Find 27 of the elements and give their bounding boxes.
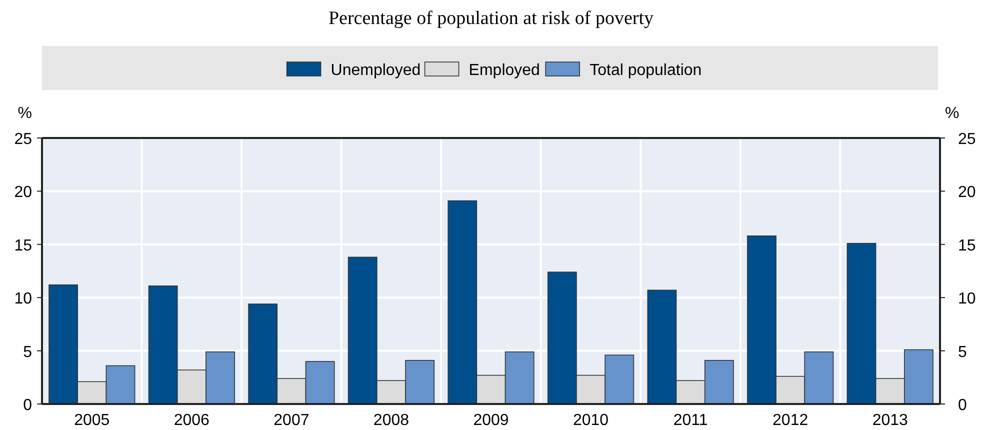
y-tick-label: 5 (23, 344, 32, 361)
y2-tick-label: 15 (958, 237, 976, 254)
y2-tick-label: 25 (958, 131, 976, 148)
y-axis-title: % (18, 105, 32, 122)
x-tick-label: 2012 (772, 412, 808, 429)
legend-label: Employed (468, 62, 540, 79)
y2-tick-label: 10 (958, 290, 976, 308)
x-tick-label: 2008 (373, 412, 410, 429)
x-tick-label: 2006 (174, 412, 210, 429)
y-tick-label: 25 (14, 131, 32, 148)
y-tick-label: 15 (14, 237, 32, 254)
y2-tick-label: 20 (958, 184, 976, 202)
y2-tick-label: 0 (958, 397, 967, 414)
legend-label: Total population (590, 62, 702, 79)
x-tick-label: 2010 (572, 412, 609, 429)
y2-axis-title: % (945, 105, 960, 122)
y-tick-label: 0 (23, 397, 32, 414)
y-tick-label: 10 (14, 290, 32, 308)
y-tick-label: 20 (14, 184, 32, 202)
y2-tick-label: 5 (958, 344, 967, 361)
x-tick-label: 2007 (274, 412, 310, 429)
legend-label: Unemployed (330, 62, 421, 79)
x-tick-label: 2013 (872, 412, 908, 429)
chart-title: Percentage of population at risk of poverty (328, 8, 654, 29)
x-tick-label: 2005 (74, 412, 110, 429)
x-tick-label: 2011 (673, 412, 708, 429)
x-tick-label: 2009 (473, 412, 509, 429)
